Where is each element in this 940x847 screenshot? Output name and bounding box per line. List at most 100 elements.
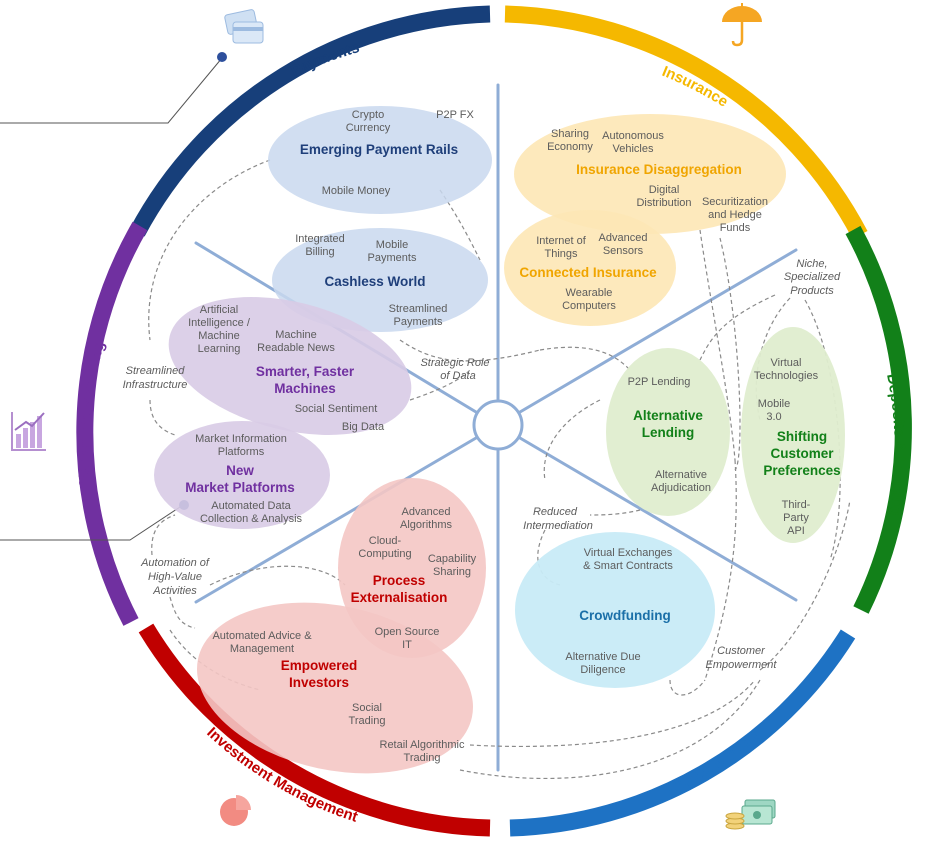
title-preferences: Preferences [763,463,840,478]
title-connected-insurance: Connected Insurance [519,265,657,280]
item-wearable: Wearable [566,287,613,299]
money-icon [725,799,776,830]
item-crypto: Crypto [352,109,384,121]
item-funds: Funds [720,222,751,234]
item-it: IT [402,639,412,651]
item-technologies: Technologies [754,370,819,382]
theme-products: Products [790,285,834,297]
wheel-spokes [194,83,798,772]
item-computing: Computing [358,548,411,560]
item-management: Management [230,643,294,655]
item-version-30: 3.0 [766,411,781,423]
item-integrated: Integrated [295,233,345,245]
item-machine: Machine [198,330,240,342]
item-automated-advice: Automated Advice & [212,630,312,642]
theme-of-data: of Data [440,370,475,382]
ring-segment-market-provisioning [76,221,148,626]
cluster-insurance-disaggregation: Sharing Economy Autonomous Vehicles Insu… [547,128,768,234]
item-advanced: Advanced [599,232,648,244]
title-shifting: Shifting [777,429,827,444]
bubble-process-externalisation [338,478,486,658]
item-artificial: Artificial [200,304,239,316]
title-emerging-payment-rails: Emerging Payment Rails [300,142,458,157]
theme-intermediation: Intermediation [523,520,593,532]
item-internet-of: Internet of [536,235,586,247]
item-vehicles: Vehicles [613,143,654,155]
item-social: Social [352,702,382,714]
item-capability: Capability [428,553,477,565]
bubble-crowdfunding [515,532,715,688]
item-autonomous: Autonomous [602,130,664,142]
item-intelligence: Intelligence / [188,317,251,329]
cluster-smarter-faster-machines: Artificial Intelligence / Machine Learni… [188,304,385,433]
item-sensors: Sensors [603,245,644,257]
umbrella-icon [722,3,762,47]
theme-niche: Niche, [796,258,827,270]
item-big-data: Big Data [342,421,385,433]
item-economy: Economy [547,141,593,153]
item-digital: Digital [649,184,680,196]
item-retail-algorithmic: Retail Algorithmic [380,739,465,751]
item-third: Third- [782,499,811,511]
theme-reduced: Reduced [533,506,578,518]
ring-segment-insurance [504,5,868,239]
cluster-new-market-platforms: Market Information Platforms New Market … [185,433,302,525]
bubble-connected-insurance [504,210,676,326]
theme-high-value: High-Value [148,571,202,583]
item-advanced-2: Advanced [402,506,451,518]
theme-labels: Strategic Role of Data Streamlined Infra… [123,258,841,671]
item-billing: Billing [305,246,334,258]
title-new: New [226,463,254,478]
ring-segment-capital-raising [509,629,856,837]
segment-label-market-provisioning: Market Provisioning [75,339,108,485]
cluster-crowdfunding: Virtual Exchanges & Smart Contracts Crow… [565,547,673,676]
item-market-information: Market Information [195,433,287,445]
item-diligence: Diligence [580,664,625,676]
title-market-platforms: Market Platforms [185,480,295,495]
item-platforms: Platforms [218,446,265,458]
item-party: Party [783,512,809,524]
item-sharing-2: Sharing [433,566,471,578]
cluster-alternative-lending: P2P Lending Alternative Lending Alternat… [628,376,711,494]
title-crowdfunding: Crowdfunding [579,608,670,623]
title-process: Process [373,573,426,588]
item-mobile-money: Mobile Money [322,185,391,197]
ring-segment-payments [129,5,491,237]
item-machine-2: Machine [275,329,317,341]
title-investors: Investors [289,675,349,690]
item-algorithms: Algorithms [400,519,452,531]
chart-icon [11,412,46,451]
bubble-empowered-investors [197,602,473,774]
title-empowered: Empowered [281,658,358,673]
pie-chart-icon [220,795,251,826]
ring-segment-deposits-lending [845,225,912,614]
item-alternative: Alternative [655,469,707,481]
item-trading: Trading [349,715,386,727]
wheel-hub [472,399,524,451]
title-cashless-world: Cashless World [324,274,425,289]
theme-automation: Automation of [140,557,210,569]
bubble-alternative-lending [606,348,730,516]
theme-strategic-role: Strategic Role [420,357,489,369]
bubble-new-market-platforms [154,421,330,529]
item-distribution: Distribution [636,197,691,209]
theme-customer: Customer [717,645,766,657]
item-readable-news: Readable News [257,342,335,354]
item-p2p-lending: P2P Lending [628,376,691,388]
item-api: API [787,525,805,537]
item-payments: Payments [368,252,417,264]
title-alternative: Alternative [633,408,703,423]
item-computers: Computers [562,300,616,312]
cluster-process-externalisation: Advanced Algorithms Cloud- Computing Cap… [351,506,477,651]
cluster-shifting-customer-preferences: Virtual Technologies Mobile 3.0 Shifting… [754,357,841,537]
item-sharing: Sharing [551,128,589,140]
bubble-shifting-customer-preferences [741,327,845,543]
cluster-cashless-world: Integrated Billing Mobile Payments Cashl… [295,233,447,328]
item-mobile-30: Mobile [758,398,790,410]
item-and-hedge: and Hedge [708,209,762,221]
item-p2p-fx: P2P FX [436,109,474,121]
item-things: Things [544,248,578,260]
item-streamlined-payments: Payments [394,316,443,328]
item-securitization: Securitization [702,196,768,208]
callout-connector-top [0,52,227,124]
